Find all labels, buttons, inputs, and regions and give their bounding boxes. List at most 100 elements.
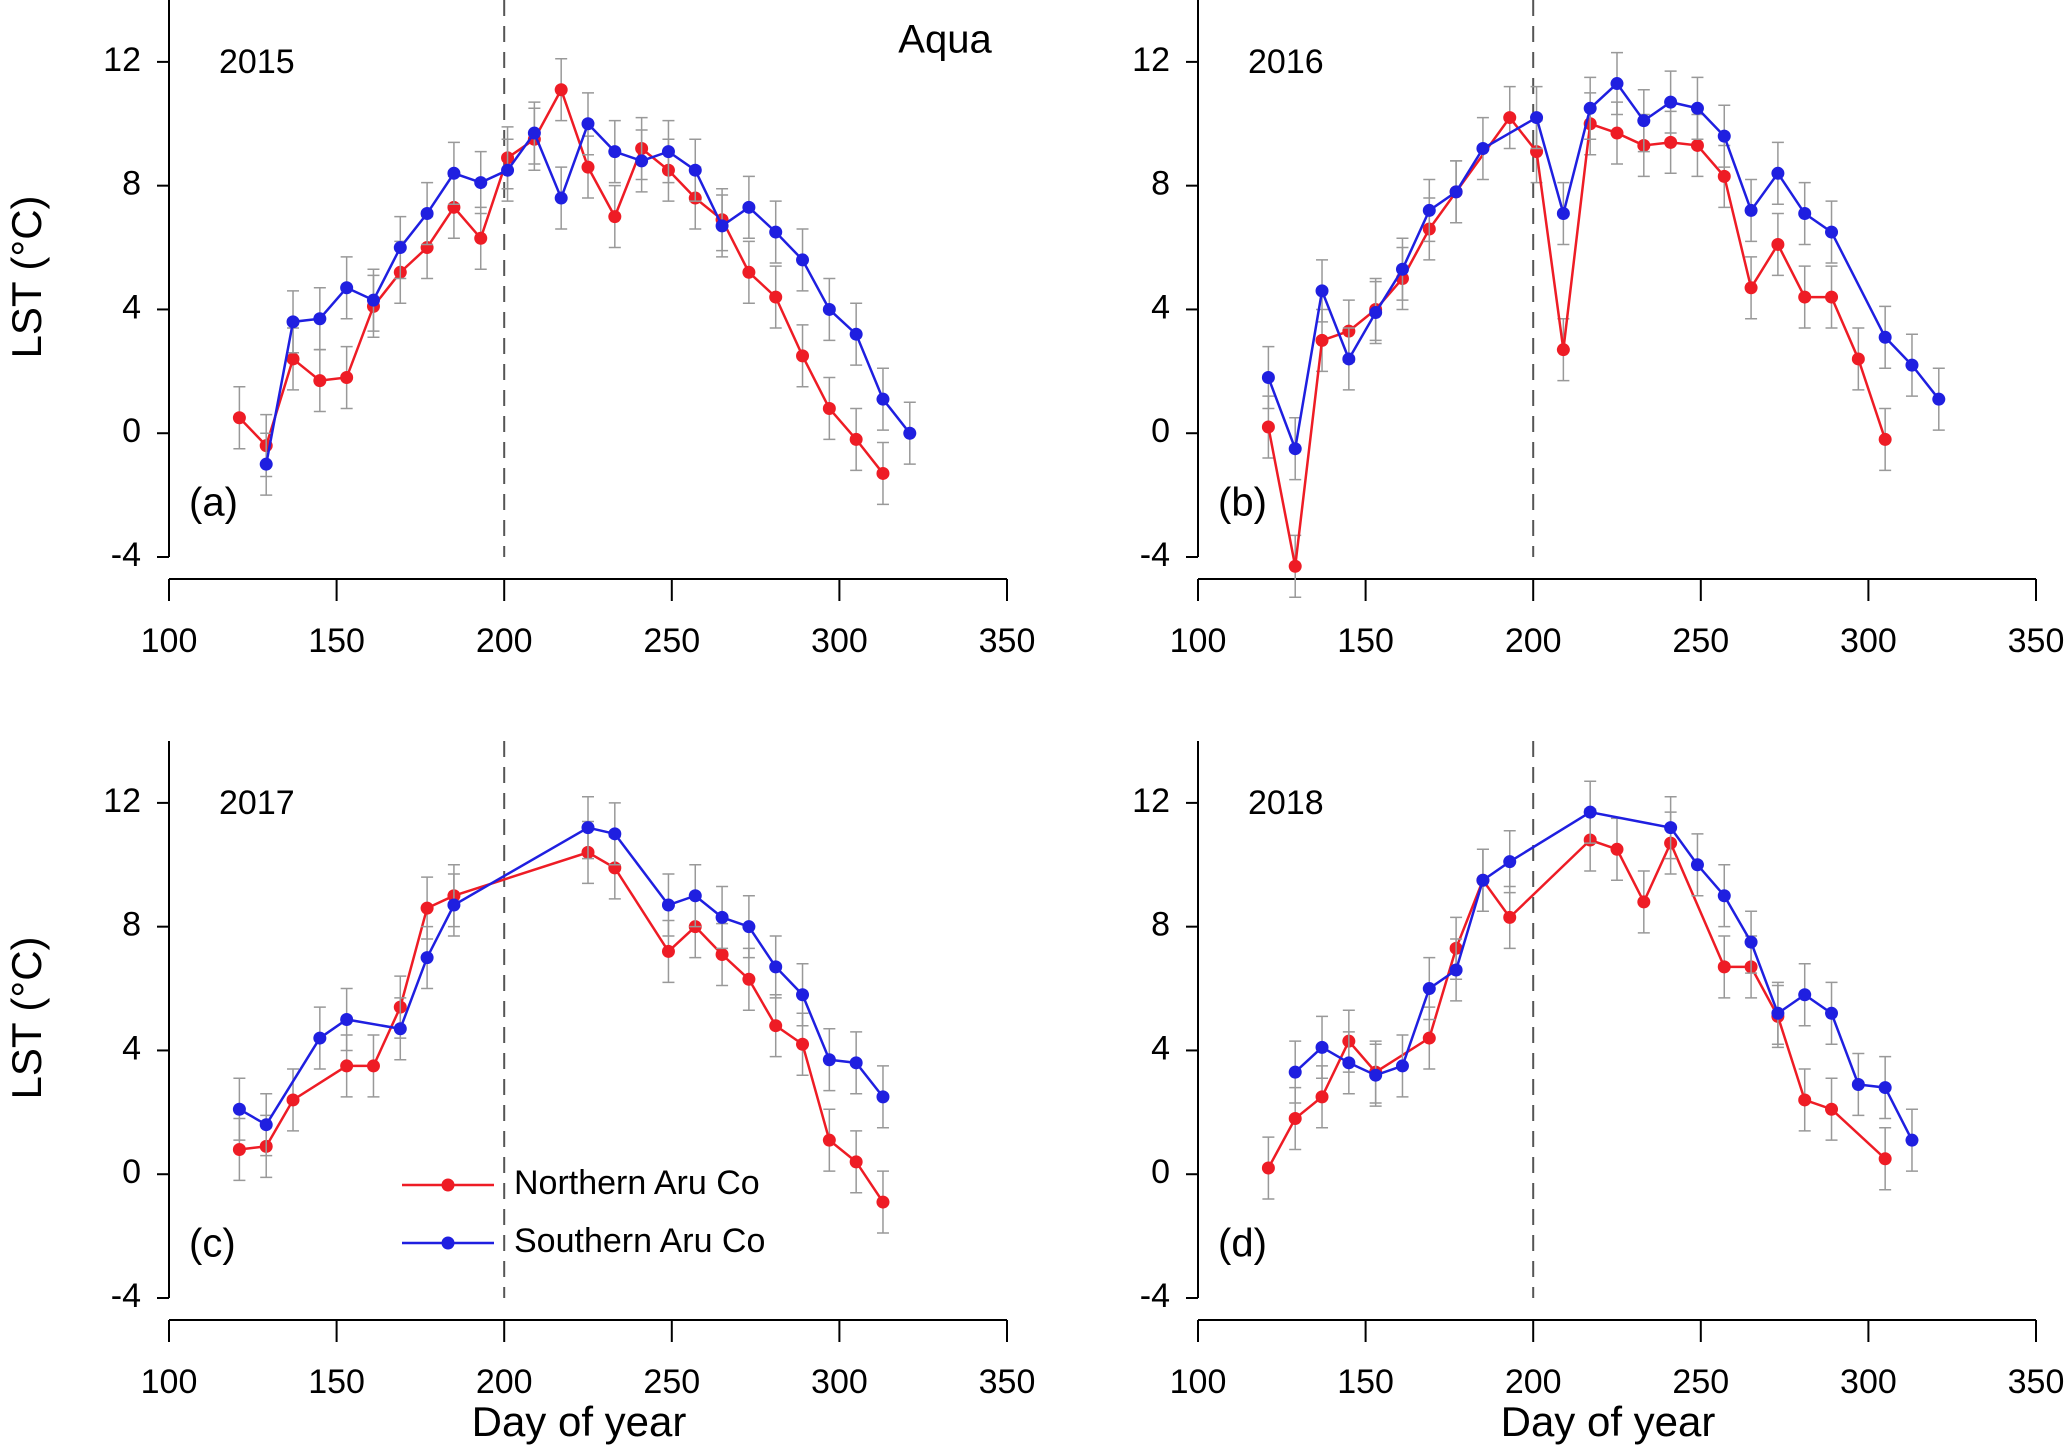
x-tick-label: 350: [979, 1363, 1036, 1401]
panel-label: (b): [1218, 481, 1267, 525]
x-tick-label: 150: [1337, 1363, 1394, 1401]
data-point: [1476, 873, 1490, 887]
data-point: [1503, 910, 1517, 924]
data-point: [849, 432, 863, 446]
data-point: [1717, 169, 1731, 183]
data-point: [742, 972, 756, 986]
x-tick-label: 300: [811, 1363, 868, 1401]
data-point: [1744, 281, 1758, 295]
data-point: [715, 910, 729, 924]
series-line: [1267, 81, 1940, 454]
data-point: [1798, 1093, 1812, 1107]
data-point: [1395, 1059, 1409, 1073]
data-point: [769, 290, 783, 304]
x-tick-label: 100: [141, 622, 198, 660]
data-point: [1905, 1133, 1919, 1147]
data-point: [259, 457, 273, 471]
data-point: [1851, 352, 1865, 366]
data-point: [1261, 420, 1275, 434]
data-point: [876, 466, 890, 480]
data-point: [447, 166, 461, 180]
data-point: [849, 1056, 863, 1070]
data-point: [796, 349, 810, 363]
y-tick-label: 12: [1132, 782, 1170, 820]
y-tick-label: 4: [1151, 288, 1170, 326]
data-point: [1503, 855, 1517, 869]
y-tick-label: 4: [1151, 1029, 1170, 1067]
data-point: [715, 948, 729, 962]
data-point: [1422, 203, 1436, 217]
panel-year: 2018: [1248, 784, 1324, 822]
data-point: [1369, 306, 1383, 320]
data-point: [822, 302, 836, 316]
y-tick-label: -4: [111, 536, 141, 574]
y-tick-label: 0: [122, 1153, 141, 1191]
y-tick-label: 8: [1151, 165, 1170, 203]
x-tick-label: 200: [476, 1363, 533, 1401]
data-point: [286, 1093, 300, 1107]
data-point: [1315, 284, 1329, 298]
data-point: [366, 1059, 380, 1073]
data-point: [1610, 77, 1624, 91]
data-point: [420, 207, 434, 221]
data-point: [1744, 935, 1758, 949]
legend-marker: [441, 1178, 455, 1192]
data-point: [769, 225, 783, 239]
data-point: [849, 327, 863, 341]
y-tick-label: 0: [1151, 1153, 1170, 1191]
data-point: [1690, 101, 1704, 115]
panel-label: (a): [189, 481, 238, 525]
data-point: [1878, 330, 1892, 344]
data-point: [1717, 129, 1731, 143]
data-point: [420, 951, 434, 965]
data-point: [340, 1059, 354, 1073]
data-point: [232, 1142, 246, 1156]
x-tick-label: 150: [308, 622, 365, 660]
panel-year: 2017: [219, 784, 295, 822]
y-tick-label: 8: [122, 906, 141, 944]
data-point: [1771, 1006, 1785, 1020]
data-point: [232, 1102, 246, 1116]
data-point: [1583, 101, 1597, 115]
series-line: [238, 826, 884, 1127]
x-tick-label: 250: [643, 622, 700, 660]
data-point: [1825, 1006, 1839, 1020]
data-point: [1530, 111, 1544, 125]
data-point: [876, 1195, 890, 1209]
data-point: [286, 352, 300, 366]
data-point: [1261, 1161, 1275, 1175]
data-point: [608, 827, 622, 841]
data-point: [1422, 982, 1436, 996]
data-point: [393, 1022, 407, 1036]
data-point: [1664, 95, 1678, 109]
data-point: [420, 901, 434, 915]
data-point: [1717, 889, 1731, 903]
x-tick-label: 150: [308, 1363, 365, 1401]
data-point: [608, 210, 622, 224]
data-point: [1315, 1040, 1329, 1054]
data-point: [1905, 358, 1919, 372]
x-tick-label: 250: [1672, 1363, 1729, 1401]
y-tick-label: 0: [122, 412, 141, 450]
data-point: [1825, 225, 1839, 239]
data-point: [1664, 821, 1678, 835]
data-point: [742, 920, 756, 934]
data-point: [1583, 805, 1597, 819]
series-line: [238, 86, 884, 475]
data-point: [1503, 111, 1517, 125]
data-point: [796, 253, 810, 267]
data-point: [769, 1019, 783, 1033]
data-point: [1798, 988, 1812, 1002]
data-point: [1878, 1152, 1892, 1166]
data-point: [313, 1031, 327, 1045]
data-point: [232, 411, 246, 425]
data-point: [715, 219, 729, 233]
y-tick-label: 0: [1151, 412, 1170, 450]
x-tick-label: 150: [1337, 622, 1394, 660]
data-point: [1315, 1090, 1329, 1104]
data-point: [1798, 290, 1812, 304]
data-point: [1690, 858, 1704, 872]
data-point: [1690, 138, 1704, 152]
data-point: [1342, 1056, 1356, 1070]
